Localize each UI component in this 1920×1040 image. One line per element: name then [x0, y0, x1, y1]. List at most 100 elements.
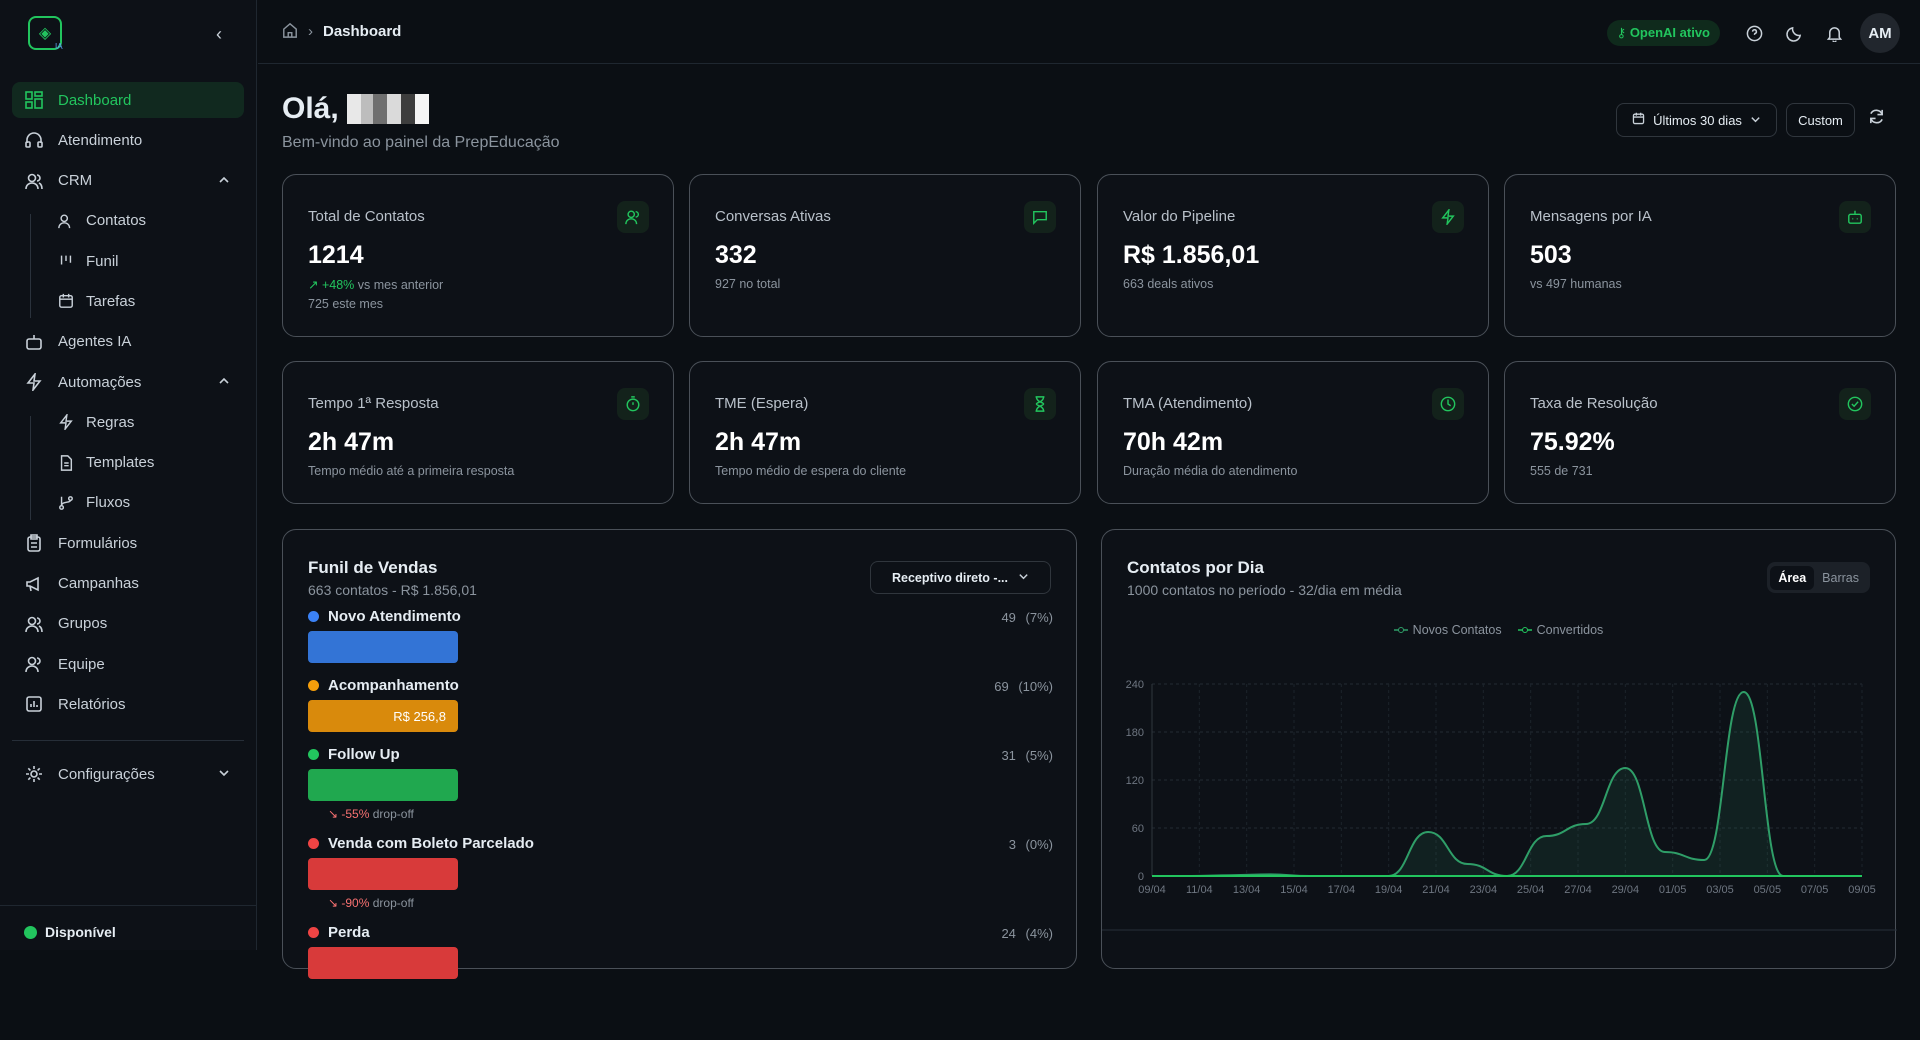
funnel-stage[interactable]: Perda 24 (4%) — [308, 924, 1053, 979]
megaphone-icon — [24, 574, 44, 594]
pipeline-select-value: Receptivo direto -... — [892, 570, 1008, 585]
sidebar-item-automacoes[interactable]: Automações — [12, 364, 244, 400]
clipboard-icon — [24, 533, 44, 553]
toggle-bars[interactable]: Barras — [1822, 570, 1859, 585]
stage-name: Perda — [328, 924, 370, 941]
stage-bar: R$ 256,8 — [308, 700, 458, 732]
users-icon — [24, 171, 44, 191]
sidebar-item-crm[interactable]: CRM — [12, 163, 244, 199]
card-taxa-resolucao[interactable]: Taxa de Resolução 75.92% 555 de 731 — [1504, 361, 1896, 504]
sidebar-item-dashboard[interactable]: Dashboard — [12, 82, 244, 118]
brain-logo-icon[interactable]: ◈ — [28, 16, 62, 50]
check-circle-icon — [1839, 388, 1871, 420]
stage-header: Acompanhamento — [308, 677, 1053, 694]
dropoff: ↘ -55% drop-off — [328, 807, 1053, 821]
sidebar-item-tarefas[interactable]: Tarefas — [12, 283, 244, 319]
sidebar-item-atendimento[interactable]: Atendimento — [12, 122, 244, 158]
sidebar-item-funil[interactable]: Funil — [12, 243, 244, 279]
sidebar: ◈ IA ‹ Dashboard Atendimento CRM Contato… — [0, 0, 257, 950]
card-tme-espera[interactable]: TME (Espera) 2h 47m Tempo médio de esper… — [689, 361, 1081, 504]
chevron-down-icon — [218, 766, 230, 783]
card-tma-atendimento[interactable]: TMA (Atendimento) 70h 42m Duração média … — [1097, 361, 1489, 504]
card-sub: Tempo médio até a primeira resposta — [308, 464, 515, 478]
sidebar-item-label: Regras — [86, 413, 135, 431]
x-tick-label: 01/05 — [1659, 884, 1687, 896]
key-icon: ⚷ — [1616, 25, 1630, 40]
trend-value: +48% — [321, 278, 355, 292]
help-icon[interactable] — [1734, 14, 1774, 52]
card-label: Tempo 1ª Resposta — [308, 395, 439, 412]
chart-type-toggle: Área Barras — [1767, 562, 1870, 593]
sidebar-item-label: Agentes IA — [58, 333, 132, 351]
chevron-up-icon — [218, 374, 230, 391]
stage-count: 24 (4%) — [1001, 926, 1053, 941]
sidebar-item-equipe[interactable]: Equipe — [12, 646, 244, 682]
legend-item[interactable]: Convertidos — [1517, 623, 1604, 637]
collapse-sidebar-icon[interactable]: ‹ — [216, 24, 222, 44]
card-sub: 725 este mes — [308, 297, 384, 311]
y-tick-label: 240 — [1126, 679, 1144, 691]
availability-status[interactable]: Disponível — [0, 905, 257, 940]
card-mensagens-ia[interactable]: Mensagens por IA 503 vs 497 humanas — [1504, 174, 1896, 337]
funnel-stage[interactable]: Acompanhamento 69 (10%) R$ 256,8 — [308, 677, 1053, 732]
card-value: 503 — [1530, 241, 1572, 269]
sidebar-item-contatos[interactable]: Contatos — [12, 203, 244, 239]
sidebar-item-configuracoes[interactable]: Configurações — [12, 756, 244, 792]
custom-range-button[interactable]: Custom — [1786, 103, 1855, 137]
funnel-icon — [56, 251, 76, 271]
card-tempo-primeira-resposta[interactable]: Tempo 1ª Resposta 2h 47m Tempo médio até… — [282, 361, 674, 504]
x-tick-label: 23/04 — [1470, 884, 1498, 896]
x-tick-label: 13/04 — [1233, 884, 1261, 896]
funnel-stage[interactable]: Novo Atendimento 49 (7%) — [308, 608, 1053, 663]
bot-icon — [1839, 201, 1871, 233]
refresh-icon[interactable] — [1868, 108, 1885, 130]
stage-name: Venda com Boleto Parcelado — [328, 835, 534, 852]
x-tick-label: 07/05 — [1801, 884, 1829, 896]
sidebar-item-campanhas[interactable]: Campanhas — [12, 566, 244, 602]
sidebar-item-label: Fluxos — [86, 494, 131, 512]
sidebar-item-regras[interactable]: Regras — [12, 404, 244, 440]
x-tick-label: 11/04 — [1186, 884, 1213, 896]
sidebar-item-fluxos[interactable]: Fluxos — [12, 485, 244, 521]
pipeline-select[interactable]: Receptivo direto -... — [870, 561, 1051, 594]
chat-icon — [1024, 201, 1056, 233]
breadcrumb: › Dashboard — [282, 22, 401, 42]
x-tick-label: 19/04 — [1375, 884, 1403, 896]
greeting-title: Olá, — [282, 92, 339, 125]
legend-item[interactable]: Novos Contatos — [1393, 623, 1502, 637]
funnel-panel: Funil de Vendas 663 contatos - R$ 1.856,… — [282, 529, 1077, 979]
card-total-contatos[interactable]: Total de Contatos 1214 ↗ +48% vs mes ant… — [282, 174, 674, 337]
bot-icon — [24, 332, 44, 352]
sidebar-item-grupos[interactable]: Grupos — [12, 606, 244, 642]
home-icon[interactable] — [282, 22, 298, 42]
hourglass-icon — [1024, 388, 1056, 420]
card-valor-pipeline[interactable]: Valor do Pipeline R$ 1.856,01 663 deals … — [1097, 174, 1489, 337]
dropoff-value: -90% — [341, 896, 370, 910]
sidebar-item-relatorios[interactable]: Relatórios — [12, 686, 244, 722]
sidebar-item-agentes-ia[interactable]: Agentes IA — [12, 324, 244, 360]
automations-subtree-line — [30, 416, 31, 520]
stage-header: Venda com Boleto Parcelado — [308, 835, 1053, 852]
sidebar-item-label: Relatórios — [58, 695, 126, 713]
legend-label: Convertidos — [1536, 623, 1604, 637]
sidebar-divider — [12, 740, 244, 741]
user-avatar[interactable]: AM — [1860, 13, 1900, 53]
flow-icon — [56, 493, 76, 513]
funnel-subtitle: 663 contatos - R$ 1.856,01 — [308, 582, 477, 598]
gear-icon — [24, 764, 44, 784]
card-trend: ↗ +48% vs mes anterior — [308, 277, 443, 292]
sidebar-item-formularios[interactable]: Formulários — [12, 525, 244, 561]
openai-status-badge[interactable]: ⚷ OpenAI ativo — [1606, 20, 1720, 46]
chart-subtitle: 1000 contatos no período - 32/dia em méd… — [1127, 582, 1402, 598]
date-range-label: Últimos 30 dias — [1653, 112, 1742, 128]
funnel-stage[interactable]: Venda com Boleto Parcelado 3 (0%) ↘ -90%… — [308, 835, 1053, 910]
date-range-select[interactable]: Últimos 30 dias — [1616, 103, 1777, 137]
sidebar-item-templates[interactable]: Templates — [12, 445, 244, 481]
bell-icon[interactable] — [1814, 14, 1854, 52]
moon-icon[interactable] — [1774, 14, 1814, 52]
funnel-stage[interactable]: Follow Up 31 (5%) ↘ -55% drop-off — [308, 746, 1053, 821]
dropoff-text: drop-off — [372, 896, 414, 910]
card-conversas-ativas[interactable]: Conversas Ativas 332 927 no total — [689, 174, 1081, 337]
toggle-area[interactable]: Área — [1770, 565, 1815, 590]
stage-dot — [308, 838, 319, 849]
